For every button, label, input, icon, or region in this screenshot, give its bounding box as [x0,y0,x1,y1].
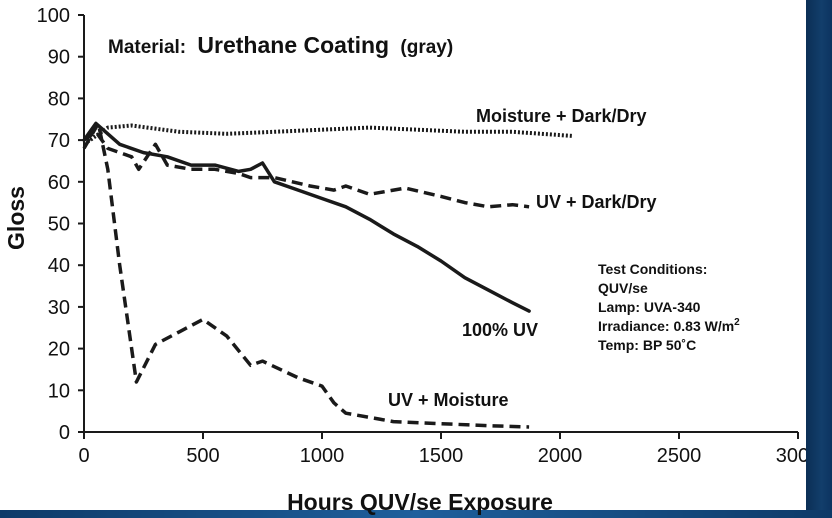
y-tick-labels: 0 10 20 30 40 50 60 70 80 90 100 [37,5,84,444]
y-tick-label: 30 [48,297,70,319]
y-tick-label: 80 [48,88,70,110]
test-conditions-heading: Test Conditions: [598,261,707,277]
y-tick-label: 0 [59,422,70,444]
test-conditions-irradiance: Irradiance: 0.83 W/m2 [598,317,740,334]
y-tick-label: 90 [48,47,70,69]
chart-title-text: Material: Urethane Coating (gray) [108,32,453,58]
x-axis-title: Hours QUV/se Exposure [287,489,553,515]
test-conditions-annotation: Test Conditions: QUV/se Lamp: UVA-340 Ir… [598,261,740,353]
chart-title-main: Urethane Coating [197,32,389,58]
x-tick-label: 2000 [538,445,583,467]
series-label-moisture-dark-dry: Moisture + Dark/Dry [476,106,647,126]
series-label-uv-dark-dry: UV + Dark/Dry [536,192,657,212]
x-tick-label: 500 [186,445,219,467]
series-label-uv-moisture: UV + Moisture [388,390,509,410]
y-tick-label: 50 [48,214,70,236]
x-tick-label: 1000 [300,445,345,467]
axes [83,15,798,433]
series-line-100-uv [82,121,531,313]
chart-title: Material: Urethane Coating (gray) [108,32,453,58]
y-tick-label: 60 [48,172,70,194]
x-tick-label: 0 [78,445,89,467]
x-tick-label: 2500 [657,445,702,467]
y-tick-label: 10 [48,380,70,402]
chart-svg: Material: Urethane Coating (gray) 0 500 10… [3,5,806,515]
y-tick-label: 20 [48,339,70,361]
chart-title-prefix: Material: [108,37,186,58]
test-conditions-temp: Temp: BP 50˚C [598,337,696,353]
y-tick-label: 100 [37,5,70,27]
y-tick-label: 40 [48,255,70,277]
right-frame-border [806,0,832,518]
test-conditions-chamber: QUV/se [598,280,648,296]
series-line-moisture-dark-dry [82,123,573,146]
irradiance-text: Irradiance: 0.83 W/m [598,318,734,334]
irradiance-superscript: 2 [734,317,740,328]
y-axis-title: Gloss [3,186,29,250]
test-conditions-lamp: Lamp: UVA-340 [598,299,701,315]
series-line-uv-dark-dry [82,130,530,209]
chart-title-suffix: (gray) [400,37,453,58]
y-tick-label: 70 [48,130,70,152]
series-label-100-uv: 100% UV [462,320,538,340]
x-tick-label: 1500 [419,445,464,467]
series-lines [82,121,573,429]
series-line-uv-moisture [82,121,530,429]
bottom-frame-border [0,510,832,518]
